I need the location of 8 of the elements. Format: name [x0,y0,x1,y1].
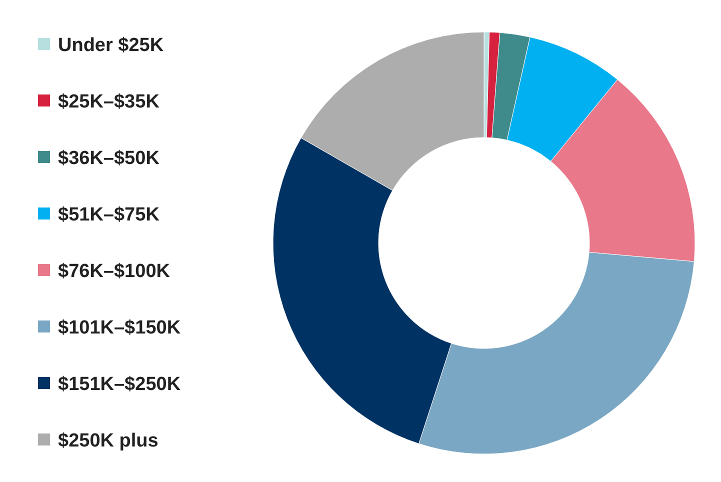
legend-label: $76K–$100K [58,261,170,282]
legend-label: $51K–$75K [58,204,160,226]
legend-label: $250K plus [58,430,158,452]
legend-label: $25K–$35K [58,92,160,112]
legend-label: Under $25K [58,35,164,56]
legend-label: $101K–$150K [58,318,181,338]
legend-label: $151K–$250K [58,374,181,395]
legend-label: $36K–$50K [58,148,160,169]
